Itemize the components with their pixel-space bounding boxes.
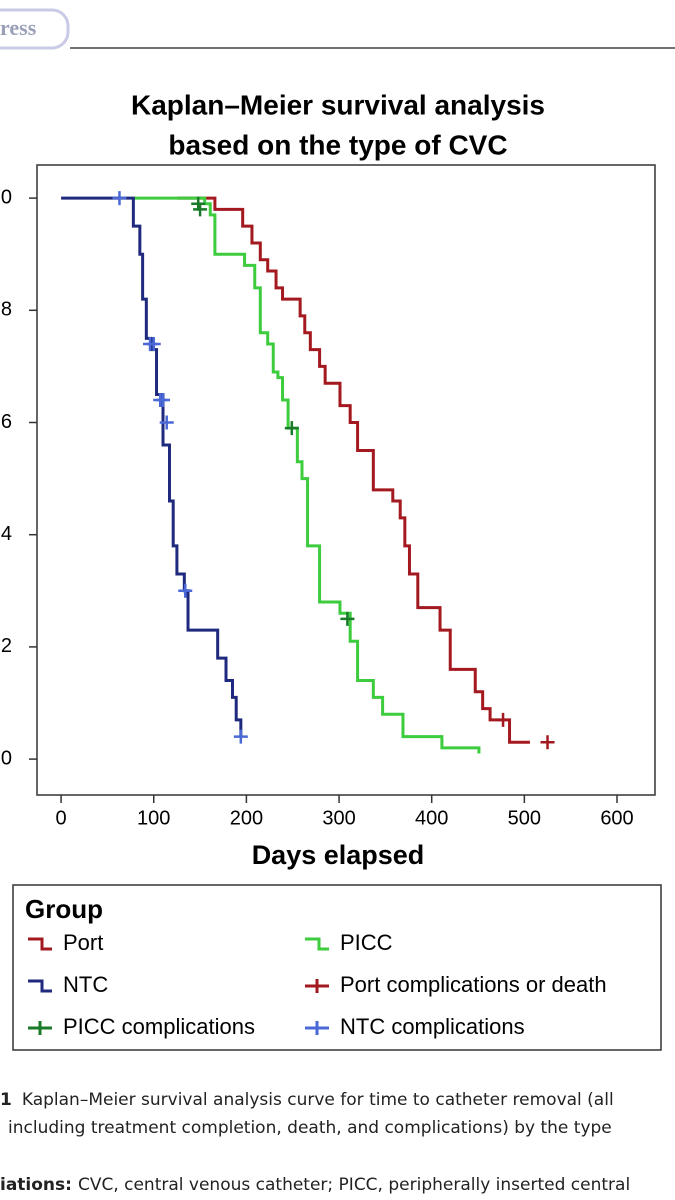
logo-text: ress: [0, 15, 37, 40]
x-axis-title: Days elapsed: [252, 840, 425, 870]
censor-mark: [284, 421, 299, 436]
x-tick-label: 600: [600, 807, 633, 829]
chart-title: Kaplan–Meier survival analysis: [131, 89, 545, 120]
censor-mark: [146, 336, 161, 351]
legend-symbol: [305, 937, 329, 951]
censor-mark: [178, 583, 193, 598]
censor-mark: [193, 202, 208, 217]
legend-symbol: [28, 937, 52, 951]
y-tick-label: 4: [1, 523, 12, 545]
x-tick-label: 400: [415, 807, 448, 829]
y-tick-label: 8: [1, 299, 12, 321]
x-tick-label: 300: [322, 807, 355, 829]
censor-mark: [496, 712, 511, 727]
censor-mark: [159, 415, 174, 430]
x-tick-label: 200: [230, 807, 263, 829]
legend-box: [12, 884, 662, 1051]
censor-mark: [112, 191, 127, 206]
chart-title: based on the type of CVC: [168, 129, 507, 160]
legend-label: PICC: [340, 930, 393, 955]
caption-text: CVC, central venous catheter; PICC, peri…: [78, 1175, 630, 1195]
caption-line: 1 Kaplan–Meier survival analysis curve fo…: [0, 1090, 614, 1110]
survival-line: [133, 196, 481, 754]
caption-line: including treatment completion, death, a…: [8, 1118, 612, 1138]
y-tick-label: 0: [1, 747, 12, 769]
x-tick-label: 500: [508, 807, 541, 829]
legend-symbol: [28, 1021, 52, 1035]
y-tick-label: 0: [1, 186, 12, 208]
legend-symbol: [305, 979, 329, 993]
censor-mark: [156, 393, 171, 408]
x-tick-label: 0: [56, 807, 67, 829]
legend-title: Group: [25, 894, 103, 924]
censor-mark: [233, 729, 248, 744]
caption-label: iations:: [0, 1175, 72, 1195]
y-tick-label: 2: [1, 635, 12, 657]
y-tick-label: 6: [1, 411, 12, 433]
legend-symbol: [305, 1021, 329, 1035]
legend-label: Port complications or death: [340, 972, 607, 997]
censor-mark: [340, 611, 355, 626]
x-tick-label: 100: [137, 807, 170, 829]
legend-label: Port: [63, 930, 103, 955]
censor-mark: [540, 735, 555, 750]
legend-label: PICC complications: [63, 1014, 255, 1039]
plot-frame: [36, 164, 656, 796]
legend-symbol: [28, 979, 52, 993]
caption-label: 1: [0, 1090, 12, 1110]
caption-text: Kaplan–Meier survival analysis curve for…: [22, 1090, 614, 1110]
caption-line: iations: CVC, central venous catheter; PI…: [0, 1175, 630, 1195]
logo-badge: [0, 8, 70, 50]
legend-label: NTC complications: [340, 1014, 525, 1039]
survival-line: [176, 196, 530, 744]
legend-label: NTC: [63, 972, 108, 997]
survival-line: [61, 196, 243, 737]
